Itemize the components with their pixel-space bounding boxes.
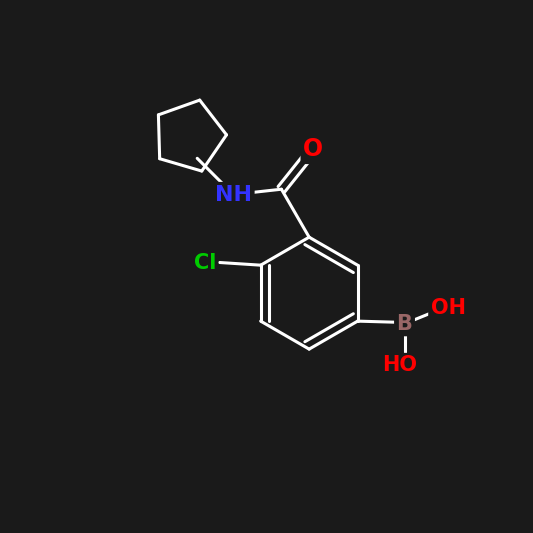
Text: B: B (397, 314, 413, 334)
Text: OH: OH (431, 298, 466, 318)
Text: O: O (303, 137, 324, 161)
Text: Cl: Cl (193, 253, 216, 272)
Text: HO: HO (382, 356, 417, 375)
Text: NH: NH (215, 184, 252, 205)
